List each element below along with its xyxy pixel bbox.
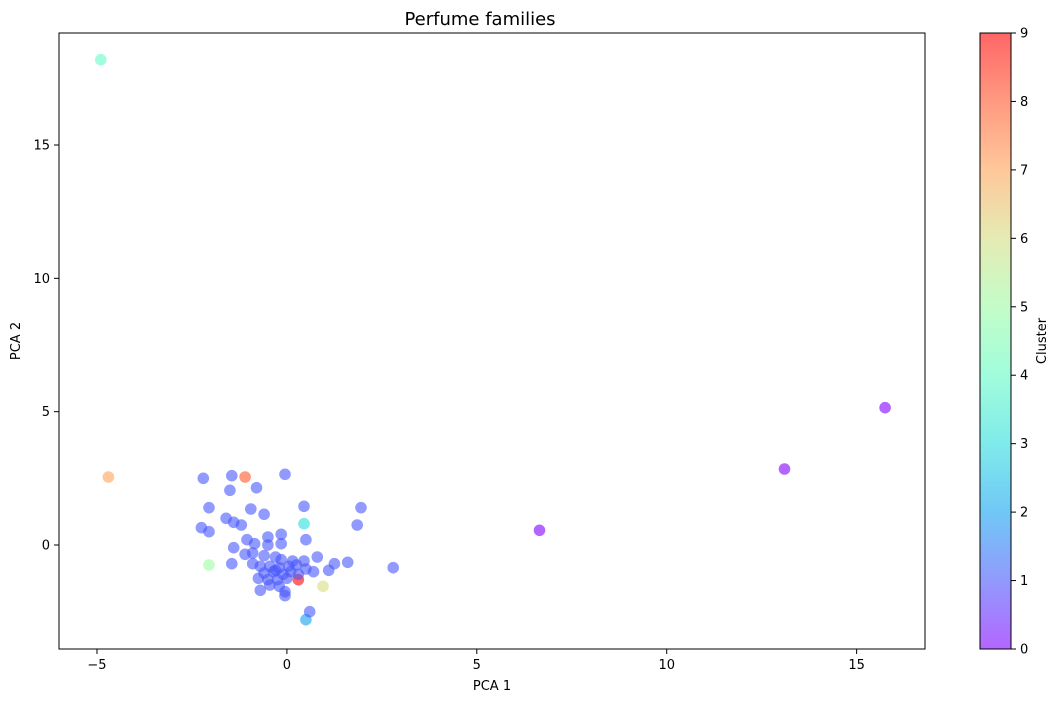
x-tick-label: 5 — [473, 658, 481, 673]
plot-area — [59, 33, 925, 649]
scatter-point — [341, 556, 354, 569]
colorbar-tick-label: 1 — [1020, 574, 1028, 589]
scatter-point — [279, 589, 291, 602]
colorbar-frame — [979, 32, 1012, 650]
colorbar-tick-label: 6 — [1020, 232, 1028, 247]
y-axis-ticks: 0 5 10 15 — [33, 139, 59, 554]
scatter-point — [203, 501, 215, 514]
scatter-point — [226, 557, 238, 570]
scatter-point — [258, 508, 270, 521]
chart-title: Perfume families — [404, 9, 555, 30]
scatter-point — [245, 503, 257, 515]
scatter-point — [269, 564, 282, 577]
points-layer — [95, 53, 891, 626]
scatter-point — [235, 519, 248, 531]
scatter-point — [778, 463, 791, 475]
scatter-point — [317, 580, 329, 593]
scatter-point — [279, 468, 291, 481]
scatter-point — [102, 471, 115, 483]
colorbar — [980, 33, 1011, 649]
x-tick-label: −5 — [87, 658, 106, 673]
scatter-point — [303, 605, 316, 618]
scatter-point — [224, 484, 236, 497]
colorbar-tick-label: 3 — [1020, 437, 1028, 452]
scatter-point — [227, 541, 240, 554]
scatter-point — [298, 500, 310, 513]
scatter-point — [322, 564, 335, 577]
scatter-point — [250, 481, 263, 494]
y-tick-label: 15 — [33, 139, 50, 154]
x-axis-label: PCA 1 — [473, 679, 511, 694]
scatter-point — [262, 531, 274, 543]
scatter-point — [311, 551, 324, 563]
colorbar-tick-label: 7 — [1020, 163, 1028, 178]
scatter-point — [307, 565, 320, 578]
colorbar-tick-label: 4 — [1020, 369, 1028, 384]
scatter-point — [197, 472, 210, 485]
colorbar-tick-label: 2 — [1020, 506, 1028, 521]
scatter-point — [258, 549, 270, 562]
x-axis-ticks: −5 0 5 10 15 — [87, 649, 865, 673]
y-tick-label: 5 — [42, 405, 50, 420]
scatter-point — [275, 528, 288, 541]
scatter-point — [262, 539, 274, 551]
y-tick-label: 10 — [33, 272, 50, 287]
scatter-point — [281, 572, 293, 585]
colorbar-ticks: 0 1 2 3 4 5 6 7 8 9 — [1011, 27, 1028, 658]
scatter-point — [95, 53, 107, 66]
scatter-point — [275, 537, 288, 550]
y-tick-label: 0 — [42, 539, 50, 554]
colorbar-tick-label: 8 — [1020, 95, 1028, 110]
x-tick-label: 15 — [848, 658, 865, 673]
scatter-point — [300, 533, 312, 546]
scatter-point — [226, 469, 238, 482]
colorbar-tick-label: 5 — [1020, 300, 1028, 315]
colorbar-tick-label: 9 — [1020, 27, 1028, 42]
scatter-point — [533, 524, 546, 537]
scatter-point — [203, 559, 215, 571]
scatter-point — [387, 561, 400, 574]
scatter-point — [879, 401, 891, 414]
scatter-point — [264, 579, 276, 591]
scatter-point — [248, 537, 261, 550]
colorbar-tick-label: 0 — [1020, 643, 1028, 658]
scatter-point — [351, 519, 364, 531]
scatter-point — [254, 584, 267, 597]
colorbar-label: Cluster — [1035, 317, 1050, 364]
scatter-point — [355, 501, 367, 514]
scatter-point — [246, 547, 259, 559]
x-tick-label: 10 — [658, 658, 675, 673]
scatter-point — [298, 517, 310, 530]
scatter-point — [292, 568, 305, 581]
scatter-point — [203, 525, 215, 538]
plot-frame — [58, 32, 926, 650]
scatter-point — [252, 572, 265, 585]
x-tick-label: 0 — [283, 658, 291, 673]
y-axis-label: PCA 2 — [9, 322, 24, 360]
scatter-point — [239, 471, 251, 483]
